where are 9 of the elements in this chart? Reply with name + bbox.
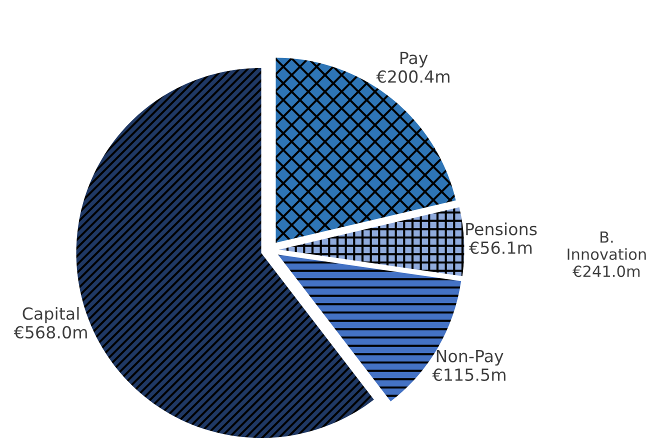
slice-label: Non-Pay [436, 350, 504, 366]
slice-label: Pensions [466, 222, 537, 236]
data-label: €115.5m [432, 368, 506, 382]
slice-label: Pay [400, 52, 428, 68]
text: B. Innovation €241.0m [568, 232, 646, 278]
data-label: €56.1m [469, 241, 532, 254]
slice-label: Capital [22, 306, 79, 324]
data-label: €200.4m [376, 70, 450, 83]
data-label: €568.0m [14, 326, 87, 339]
